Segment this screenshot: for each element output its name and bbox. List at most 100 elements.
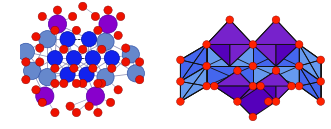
Polygon shape [180, 66, 207, 102]
Circle shape [176, 78, 184, 85]
Circle shape [38, 12, 46, 21]
Circle shape [295, 41, 303, 48]
Polygon shape [253, 71, 276, 102]
Circle shape [39, 31, 56, 48]
Circle shape [17, 43, 34, 61]
Circle shape [249, 82, 257, 90]
Circle shape [203, 62, 211, 70]
Polygon shape [207, 45, 253, 66]
Circle shape [135, 58, 144, 66]
Circle shape [60, 67, 75, 82]
Polygon shape [253, 86, 268, 117]
Circle shape [60, 79, 68, 88]
Circle shape [32, 33, 40, 41]
Polygon shape [253, 20, 299, 66]
Circle shape [317, 56, 325, 64]
Polygon shape [207, 20, 253, 66]
Circle shape [249, 113, 257, 121]
Circle shape [78, 2, 87, 11]
Circle shape [72, 79, 81, 88]
Polygon shape [214, 71, 253, 86]
Polygon shape [180, 66, 207, 102]
Circle shape [66, 102, 74, 110]
Polygon shape [214, 71, 237, 102]
Polygon shape [180, 45, 207, 81]
Polygon shape [180, 45, 207, 81]
Circle shape [22, 75, 30, 84]
Circle shape [51, 64, 59, 72]
Circle shape [81, 32, 97, 47]
Circle shape [211, 82, 218, 90]
Circle shape [78, 45, 87, 54]
Circle shape [272, 98, 280, 105]
Polygon shape [214, 71, 253, 102]
Polygon shape [237, 86, 253, 117]
Circle shape [98, 45, 106, 54]
Circle shape [117, 12, 125, 21]
Circle shape [32, 86, 40, 94]
Circle shape [38, 98, 46, 107]
Circle shape [135, 75, 144, 84]
Polygon shape [237, 71, 253, 102]
Circle shape [36, 44, 44, 52]
Circle shape [51, 108, 59, 117]
Circle shape [66, 51, 81, 66]
Circle shape [98, 79, 106, 88]
Circle shape [79, 67, 94, 82]
Circle shape [203, 41, 211, 48]
Circle shape [249, 62, 257, 70]
Polygon shape [299, 66, 321, 102]
Polygon shape [299, 66, 321, 102]
Circle shape [317, 98, 325, 105]
Circle shape [85, 102, 93, 110]
Circle shape [91, 12, 100, 21]
Circle shape [106, 98, 115, 107]
Circle shape [22, 58, 30, 66]
Circle shape [36, 87, 54, 105]
Circle shape [48, 15, 67, 33]
Circle shape [86, 87, 105, 105]
Circle shape [104, 6, 112, 14]
Circle shape [295, 82, 303, 90]
Circle shape [36, 58, 44, 66]
Circle shape [39, 68, 56, 86]
Circle shape [72, 108, 81, 117]
Circle shape [85, 51, 100, 66]
Polygon shape [276, 71, 291, 102]
Polygon shape [253, 66, 299, 86]
Polygon shape [207, 66, 253, 86]
Polygon shape [230, 20, 253, 66]
Polygon shape [207, 20, 253, 45]
Circle shape [176, 56, 184, 64]
Circle shape [94, 108, 102, 117]
Polygon shape [253, 20, 299, 45]
Circle shape [114, 86, 122, 94]
Circle shape [94, 26, 102, 35]
Circle shape [94, 79, 102, 88]
Polygon shape [253, 71, 291, 102]
Circle shape [121, 58, 130, 66]
Circle shape [127, 65, 144, 82]
Circle shape [51, 79, 59, 88]
Circle shape [60, 32, 75, 47]
Circle shape [108, 64, 116, 72]
Polygon shape [207, 20, 230, 66]
Polygon shape [237, 86, 276, 117]
Circle shape [114, 31, 122, 40]
Polygon shape [276, 20, 299, 66]
Polygon shape [237, 86, 268, 117]
Circle shape [288, 82, 295, 90]
Circle shape [51, 26, 59, 35]
Circle shape [257, 82, 264, 90]
Polygon shape [299, 45, 321, 81]
Circle shape [97, 33, 114, 50]
Polygon shape [253, 45, 299, 66]
Circle shape [234, 67, 241, 75]
Circle shape [122, 46, 139, 63]
Circle shape [78, 79, 87, 88]
Circle shape [234, 98, 241, 105]
Circle shape [70, 64, 78, 72]
Circle shape [53, 6, 62, 14]
Circle shape [272, 16, 280, 24]
Polygon shape [207, 20, 230, 66]
